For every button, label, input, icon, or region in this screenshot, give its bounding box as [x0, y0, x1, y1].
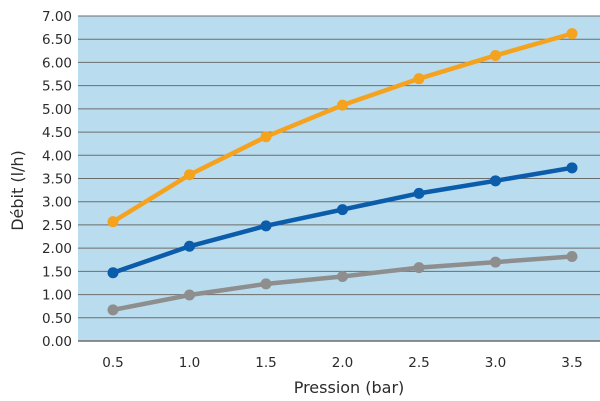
y-tick-label: 3.50	[42, 172, 72, 188]
series-1	[107, 28, 578, 228]
data-point	[184, 240, 195, 252]
series-layer	[107, 28, 578, 316]
x-tick-label: 1.0	[179, 355, 200, 371]
x-tick-label: 0.5	[102, 355, 123, 371]
data-point	[490, 49, 501, 61]
data-point	[337, 204, 348, 216]
data-point	[490, 175, 501, 187]
x-tick-label: 3.5	[561, 355, 582, 371]
y-tick-label: 0.00	[42, 334, 72, 350]
x-tick-label: 2.5	[408, 355, 429, 371]
x-tick-label: 2.0	[332, 355, 353, 371]
y-tick-label: 6.00	[42, 55, 72, 71]
data-point	[184, 289, 195, 301]
y-axis-title: Débit (l/h)	[8, 150, 27, 231]
x-tick-label: 3.0	[485, 355, 506, 371]
y-tick-label: 1.50	[42, 264, 72, 280]
data-point	[107, 304, 119, 316]
y-tick-label: 2.00	[42, 241, 72, 257]
data-point	[566, 28, 578, 40]
y-tick-label: 4.00	[42, 148, 72, 164]
data-point	[337, 99, 348, 111]
data-point	[260, 278, 272, 290]
series-2	[107, 162, 578, 279]
y-tick-label: 5.00	[42, 102, 72, 118]
data-point	[490, 256, 501, 268]
data-point	[413, 187, 425, 199]
data-point	[413, 73, 425, 85]
y-tick-label: 4.50	[42, 125, 72, 141]
x-axis-ticks: 0.5 1.0 1.5 2.0 2.5 3.0 3.5	[102, 355, 582, 371]
data-point	[566, 162, 578, 174]
data-point	[260, 131, 272, 143]
y-tick-label: 7.00	[42, 9, 72, 25]
y-tick-label: 1.00	[42, 288, 72, 304]
x-axis-title: Pression (bar)	[294, 378, 405, 397]
data-point	[107, 216, 119, 228]
series-3	[107, 251, 578, 316]
data-point	[566, 251, 578, 262]
y-axis-ticks: 0.00 0.50 1.00 1.50 2.00 2.50 3.00 3.50 4.00 4.50…	[42, 9, 72, 350]
y-tick-label: 0.50	[42, 311, 72, 327]
data-point	[413, 262, 425, 274]
data-point	[260, 220, 272, 232]
data-point	[184, 169, 195, 181]
y-tick-label: 2.50	[42, 218, 72, 234]
data-point	[107, 267, 119, 279]
x-tick-label: 1.5	[255, 355, 276, 371]
data-point	[337, 270, 348, 282]
y-tick-label: 6.50	[42, 32, 72, 48]
y-tick-label: 3.00	[42, 195, 72, 211]
y-tick-label: 5.50	[42, 79, 72, 95]
